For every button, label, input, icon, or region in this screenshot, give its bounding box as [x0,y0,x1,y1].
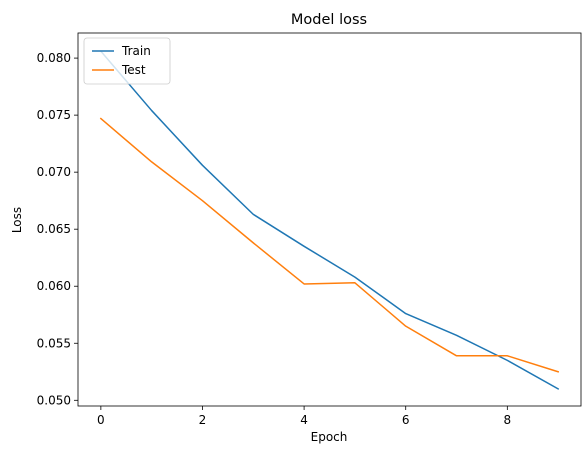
chart-title: Model loss [291,12,367,28]
series-layer [99,50,560,390]
legend-label-train: Train [121,44,151,58]
x-axis-ticks: 0 2 4 6 8 [97,406,511,427]
x-tick-label: 0 [97,413,105,427]
y-tick-label: 0.065 [37,222,71,236]
legend-box [83,37,171,85]
y-tick-label: 0.075 [37,108,71,122]
x-tick-label: 8 [504,413,512,427]
y-tick-label: 0.055 [37,336,71,350]
x-axis-label: Epoch [311,430,348,444]
series-line-train [99,50,560,390]
y-tick-label: 0.070 [37,165,71,179]
y-tick-label: 0.050 [37,393,71,407]
y-tick-label: 0.060 [37,279,71,293]
x-tick-label: 4 [300,413,308,427]
y-axis-ticks: 0.050 0.055 0.060 0.065 0.070 0.075 0.080 [37,51,78,407]
plot-frame [77,32,582,407]
legend-label-test: Test [121,63,146,77]
y-axis-label: Loss [10,207,24,233]
series-line-test [99,117,560,373]
legend: Train Test [83,37,171,85]
x-tick-label: 6 [402,413,410,427]
x-tick-label: 2 [199,413,207,427]
plot-area [78,33,581,406]
y-tick-label: 0.080 [37,51,71,65]
